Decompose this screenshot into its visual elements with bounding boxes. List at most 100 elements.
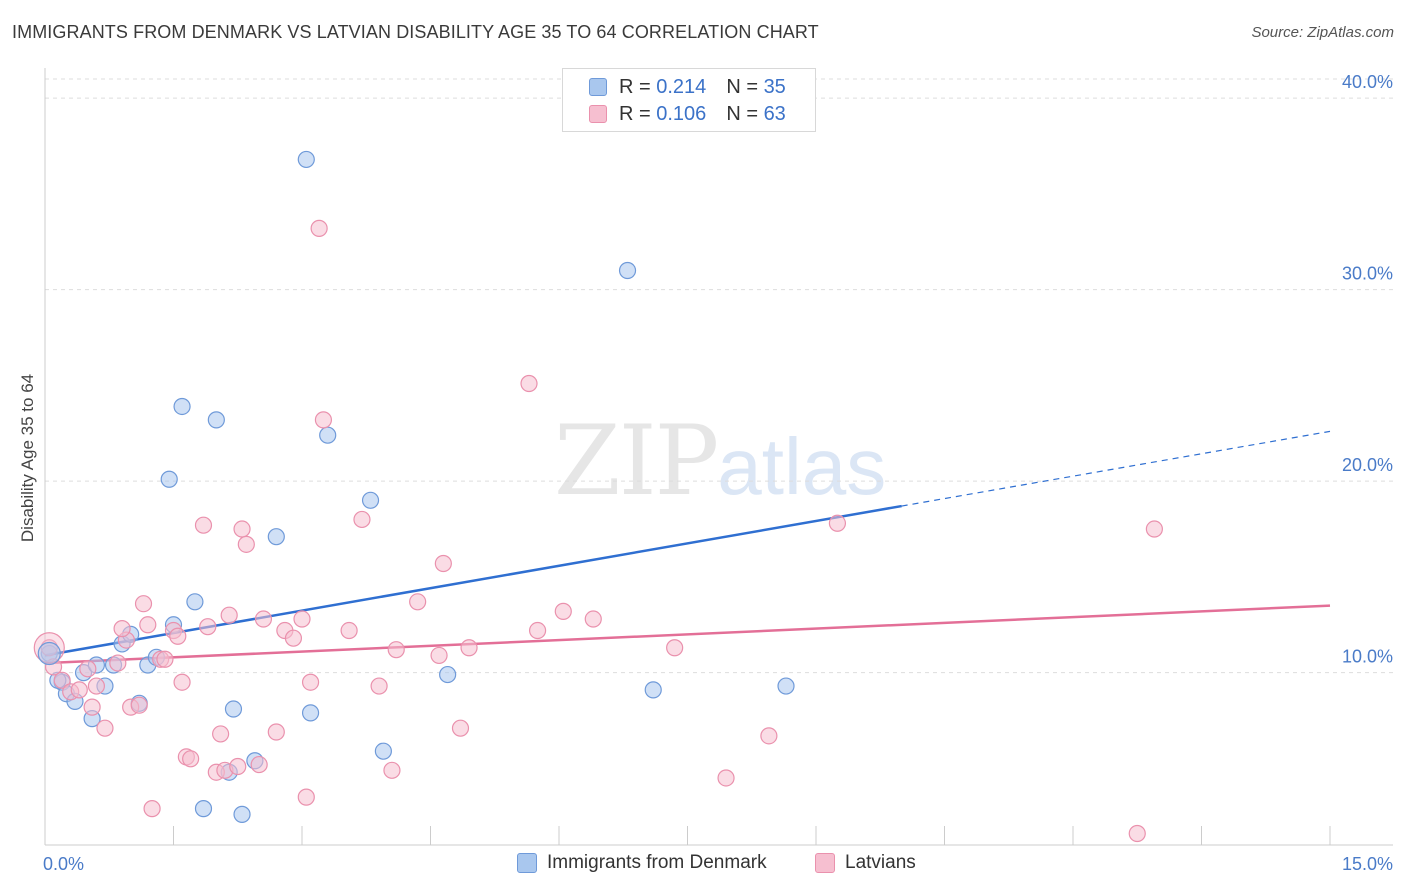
blue-data-point — [233, 805, 251, 823]
series-legend-latvians: Latvians — [815, 852, 916, 874]
correlation-legend: R = 0.214 N = 35 R = 0.106 N = 63 — [562, 68, 816, 132]
grid-lines — [45, 78, 1393, 674]
pink-data-point — [250, 755, 268, 774]
y-tick-label: 20.0% — [1342, 455, 1393, 475]
trend-lines — [44, 430, 1331, 665]
y-tick-label: 30.0% — [1342, 264, 1393, 284]
pink-data-point — [113, 620, 131, 638]
pink-data-point — [340, 621, 358, 640]
pink-data-point — [293, 610, 311, 628]
x-tick-label-min: 0.0% — [43, 854, 84, 874]
pink-data-point — [520, 374, 538, 393]
pink-data-point — [460, 639, 478, 657]
pink-data-point — [143, 800, 161, 818]
blue-data-point — [194, 800, 213, 818]
blue-data-point — [644, 681, 662, 699]
legend-r-value: 0.214 — [656, 75, 707, 98]
pink-data-point — [1145, 520, 1163, 538]
blue-data-point — [267, 528, 285, 546]
pink-data-point — [169, 627, 187, 645]
pink-data-point — [554, 602, 572, 620]
watermark-zip: ZIP — [554, 405, 719, 517]
pink-data-point — [233, 520, 251, 538]
pink-data-point — [96, 719, 114, 737]
blue-data-point — [297, 150, 315, 169]
pink-data-point — [430, 646, 448, 665]
pink-data-point — [87, 677, 106, 695]
blue-data-point — [618, 261, 637, 280]
pink-data-point — [451, 719, 470, 737]
pink-data-point — [717, 769, 735, 787]
legend-r-label: R = — [619, 102, 651, 125]
blue-data-point — [361, 491, 380, 509]
pink-data-point — [409, 593, 427, 611]
blue-data-point — [319, 426, 337, 444]
pink-data-point — [254, 610, 273, 628]
blue-data-point — [439, 665, 457, 684]
pink-data-point — [760, 727, 778, 745]
legend-r-label: R = — [619, 75, 651, 98]
pink-data-point — [53, 671, 71, 689]
blue-data-point — [777, 677, 795, 695]
blue-data-point — [186, 593, 204, 611]
pink-data-point — [220, 606, 238, 624]
tick-labels: 10.0% 20.0% 30.0% 40.0% 0.0% 15.0% — [43, 72, 1393, 874]
pink-data-point — [173, 673, 191, 691]
blue-trend-line — [44, 504, 902, 657]
legend-n-label: N = — [726, 75, 758, 98]
pink-data-point — [70, 681, 88, 699]
pink-data-point — [528, 621, 547, 640]
pink-data-point — [387, 641, 405, 659]
blue-data-point — [207, 411, 225, 429]
series-legend-denmark: Immigrants from Denmark — [517, 852, 767, 874]
pink-data-point — [79, 660, 97, 678]
x-tick-label-max: 15.0% — [1342, 854, 1393, 874]
blue-data-point — [301, 704, 320, 722]
blue-data-point — [173, 397, 191, 416]
data-points — [33, 150, 1163, 843]
pink-data-point — [314, 411, 333, 429]
pink-data-point — [194, 516, 213, 534]
blue-data-point — [374, 742, 392, 760]
series-name-denmark: Immigrants from Denmark — [547, 852, 767, 873]
pink-data-point — [130, 696, 148, 714]
pink-data-point — [353, 510, 371, 529]
watermark: ZIPatlas — [554, 405, 886, 517]
pink-data-point — [109, 654, 127, 672]
legend-swatch-pink — [815, 853, 835, 873]
legend-swatch-pink — [589, 105, 607, 123]
pink-data-point — [1128, 824, 1146, 843]
y-tick-label: 40.0% — [1342, 72, 1393, 92]
legend-row-denmark: R = 0.214 N = 35 — [589, 75, 786, 99]
legend-swatch-blue — [589, 78, 607, 96]
pink-data-point — [199, 618, 217, 636]
pink-data-point — [134, 595, 153, 613]
blue-data-point — [224, 700, 243, 718]
pink-data-point — [828, 514, 847, 532]
pink-data-point — [383, 761, 401, 779]
pink-data-point — [229, 757, 247, 776]
pink-data-point — [212, 725, 230, 743]
pink-data-point — [237, 535, 255, 553]
pink-data-point — [666, 639, 684, 657]
blue-data-point — [37, 641, 61, 666]
legend-n-value: 63 — [763, 102, 786, 125]
y-tick-label: 10.0% — [1342, 647, 1393, 667]
source-label: Source: ZipAtlas.com — [1251, 24, 1394, 41]
chart-title: IMMIGRANTS FROM DENMARK VS LATVIAN DISAB… — [12, 22, 819, 42]
legend-row-latvians: R = 0.106 N = 63 — [589, 102, 786, 126]
series-name-latvians: Latvians — [845, 852, 916, 873]
pink-data-point — [267, 723, 285, 741]
legend-r-value: 0.106 — [656, 102, 707, 125]
blue-trend-extension — [901, 430, 1331, 507]
legend-n-label: N = — [726, 102, 758, 125]
pink-data-point — [301, 673, 320, 691]
pink-data-point — [156, 650, 174, 668]
pink-data-point — [297, 788, 315, 806]
pink-data-point — [434, 554, 452, 573]
pink-data-point — [83, 698, 101, 716]
pink-data-point — [139, 616, 157, 634]
pink-data-point — [310, 219, 328, 237]
pink-data-point — [182, 750, 200, 768]
blue-data-point — [160, 470, 178, 488]
